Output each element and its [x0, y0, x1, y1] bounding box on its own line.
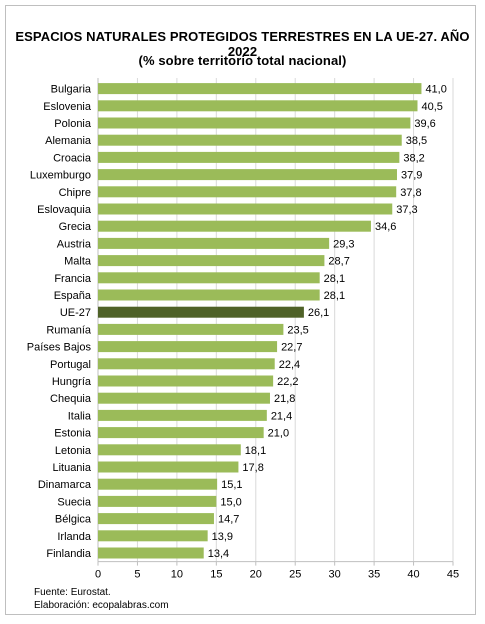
bar [98, 341, 278, 353]
category-label: Suecia [57, 496, 92, 508]
bar [98, 495, 217, 507]
value-label: 21,0 [268, 428, 289, 440]
bar [98, 409, 267, 421]
value-label: 15,0 [220, 496, 241, 508]
category-label: Francia [54, 273, 92, 285]
x-tick-label: 40 [407, 569, 419, 581]
bar [98, 530, 208, 542]
category-label: Italia [68, 410, 92, 422]
value-label: 26,1 [308, 307, 329, 319]
bar [98, 83, 422, 95]
value-label: 34,6 [375, 221, 396, 233]
value-label: 28,1 [324, 290, 345, 302]
bar [98, 100, 418, 112]
x-tick-label: 5 [134, 569, 140, 581]
x-tick-label: 0 [95, 569, 101, 581]
bar [98, 203, 393, 215]
category-label: Finlandia [46, 548, 92, 560]
x-tick-label: 45 [447, 569, 459, 581]
chart-subtitle: (% sobre territorio total nacional) [138, 53, 347, 68]
value-label: 14,7 [218, 514, 239, 526]
value-label: 37,3 [396, 204, 417, 216]
category-label: Chipre [59, 187, 91, 199]
category-label: Eslovaquia [37, 204, 92, 216]
category-label: Chequia [50, 393, 92, 405]
category-label: Rumanía [46, 324, 92, 336]
value-label: 13,4 [208, 548, 229, 560]
category-label: Dinamarca [38, 479, 92, 491]
value-label: 23,5 [287, 324, 308, 336]
value-label: 15,1 [221, 479, 242, 491]
x-tick-label: 25 [289, 569, 301, 581]
value-label: 28,7 [328, 256, 349, 268]
bar [98, 461, 239, 473]
bar [98, 134, 402, 146]
bar [98, 117, 411, 129]
x-tick-label: 20 [250, 569, 262, 581]
credit-note: Elaboración: ecopalabras.com [34, 600, 169, 611]
category-label: Malta [64, 256, 92, 268]
value-label: 38,2 [403, 152, 424, 164]
category-label: Portugal [50, 359, 91, 371]
bar [98, 323, 284, 335]
value-label: 18,1 [245, 445, 266, 457]
category-label: Letonia [55, 445, 92, 457]
category-label: Eslovenia [43, 101, 92, 113]
value-label: 41,0 [425, 84, 446, 96]
value-label: 13,9 [212, 531, 233, 543]
category-label: Estonia [54, 428, 92, 440]
bar [98, 513, 214, 525]
value-label: 39,6 [414, 118, 435, 130]
category-label: Croacia [53, 152, 92, 164]
bar [98, 186, 397, 198]
category-label: UE-27 [60, 307, 91, 319]
category-label: Alemania [45, 135, 92, 147]
bar [98, 169, 397, 181]
value-label: 17,8 [242, 462, 263, 474]
category-label: Hungría [52, 376, 92, 388]
bar [98, 358, 275, 370]
source-note: Fuente: Eurostat. [34, 587, 111, 598]
value-label: 38,5 [406, 135, 427, 147]
value-label: 21,8 [274, 393, 295, 405]
bar [98, 427, 264, 439]
category-label: Luxemburgo [30, 170, 91, 182]
value-label: 29,3 [333, 238, 354, 250]
x-tick-label: 10 [171, 569, 183, 581]
value-label: 28,1 [324, 273, 345, 285]
bar [98, 392, 270, 404]
category-label: Irlanda [57, 531, 92, 543]
bar [98, 151, 400, 163]
value-label: 22,2 [277, 376, 298, 388]
x-tick-label: 15 [210, 569, 222, 581]
value-label: 37,8 [400, 187, 421, 199]
chart-title: ESPACIOS NATURALES PROTEGIDOS TERRESTRES… [15, 29, 470, 59]
value-label: 21,4 [271, 410, 292, 422]
x-tick-label: 30 [329, 569, 341, 581]
category-label: Polonia [54, 118, 92, 130]
bar [98, 255, 325, 267]
value-label: 37,9 [401, 170, 422, 182]
category-label: Bélgica [55, 514, 92, 526]
bar [98, 220, 371, 232]
bar [98, 289, 320, 301]
bar [98, 547, 204, 559]
category-label: Bulgaria [51, 84, 92, 96]
category-label: Lituania [52, 462, 91, 474]
value-label: 40,5 [422, 101, 443, 113]
value-label: 22,4 [279, 359, 300, 371]
category-label: Austria [57, 238, 92, 250]
category-label: España [54, 290, 92, 302]
category-label: Países Bajos [27, 342, 92, 354]
category-label: Grecia [59, 221, 92, 233]
bar [98, 237, 330, 249]
value-label: 22,7 [281, 342, 302, 354]
x-tick-label: 35 [368, 569, 380, 581]
bar [98, 375, 274, 387]
bar [98, 306, 304, 318]
bar [98, 444, 241, 456]
bar [98, 272, 320, 284]
bar [98, 478, 218, 490]
